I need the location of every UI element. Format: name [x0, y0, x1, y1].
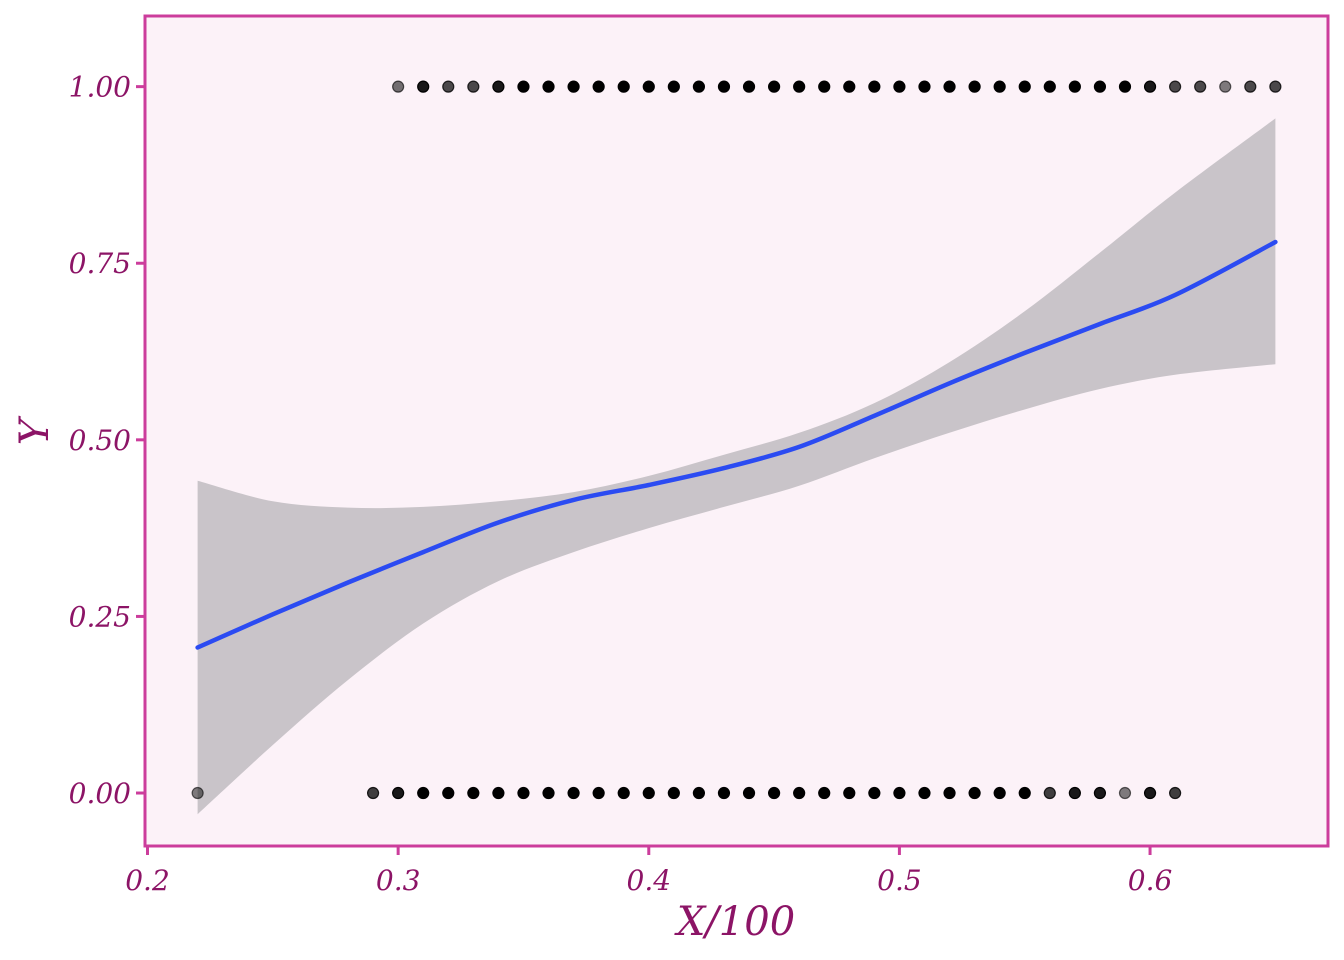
- data-point: [843, 80, 856, 93]
- data-point: [1068, 80, 1081, 93]
- data-point: [692, 786, 706, 800]
- data-point: [1018, 80, 1031, 93]
- data-point: [968, 80, 981, 93]
- data-point: [417, 80, 430, 93]
- data-point: [1093, 80, 1107, 93]
- data-point: [442, 786, 455, 800]
- y-axis: 0.00 0.25 0.50 0.75 1.00: [69, 71, 145, 810]
- fit-line-layer: [195, 239, 1278, 650]
- x-tick-label: 0.4: [627, 864, 672, 897]
- data-point: [667, 786, 680, 800]
- data-point: [592, 80, 605, 93]
- data-point: [868, 80, 881, 93]
- data-point: [868, 786, 881, 800]
- data-point: [567, 80, 580, 93]
- data-point: [417, 786, 430, 800]
- data-point: [918, 80, 931, 93]
- data-point: [517, 786, 530, 800]
- data-point: [742, 786, 756, 800]
- data-point: [918, 786, 931, 800]
- data-point: [993, 786, 1006, 800]
- data-point: [793, 786, 806, 800]
- data-point: [1169, 80, 1182, 93]
- data-point: [517, 80, 530, 93]
- data-point: [1068, 786, 1081, 800]
- data-point: [767, 786, 781, 800]
- data-point: [943, 786, 956, 800]
- data-point: [617, 80, 630, 93]
- data-point: [392, 80, 405, 93]
- x-tick-label: 0.3: [376, 864, 421, 897]
- data-point: [968, 786, 981, 800]
- plot-frame: [143, 14, 1330, 848]
- data-point: [742, 80, 756, 93]
- x-axis-title: X/100: [674, 899, 795, 945]
- x-tick-label: 0.2: [125, 864, 170, 897]
- data-point: [717, 80, 731, 93]
- data-point: [1169, 786, 1182, 800]
- y-tick-label: 0.75: [69, 247, 131, 280]
- data-point: [1143, 80, 1157, 93]
- data-point: [542, 786, 555, 800]
- x-tick-label: 0.5: [877, 864, 922, 897]
- data-point: [717, 786, 731, 800]
- data-point: [1143, 786, 1157, 800]
- data-point: [1269, 80, 1282, 93]
- data-point: [993, 80, 1006, 93]
- data-point: [1118, 80, 1132, 93]
- data-point: [893, 80, 906, 93]
- data-point: [1219, 80, 1232, 93]
- data-point: [467, 80, 480, 93]
- x-axis: 0.2 0.3 0.4 0.5 0.6: [125, 846, 1172, 897]
- data-point: [366, 786, 380, 800]
- y-tick-label: 0.50: [69, 424, 131, 457]
- data-point: [542, 80, 555, 93]
- data-point: [1194, 80, 1207, 93]
- points-layer: [191, 80, 1282, 800]
- data-point: [1018, 786, 1031, 800]
- data-point: [592, 786, 605, 800]
- data-point: [1043, 80, 1056, 93]
- data-point: [843, 786, 856, 800]
- y-tick-label: 0.25: [69, 600, 131, 633]
- data-point: [667, 80, 680, 93]
- data-point: [642, 786, 655, 800]
- plot-panel: [145, 16, 1328, 846]
- data-point: [392, 786, 405, 800]
- data-point: [442, 80, 455, 93]
- data-point: [1244, 80, 1257, 93]
- data-point: [1093, 786, 1107, 800]
- y-tick-label: 0.00: [69, 777, 131, 810]
- data-point: [1043, 786, 1056, 800]
- data-point: [893, 786, 906, 800]
- data-point: [191, 786, 204, 800]
- x-tick-label: 0.6: [1128, 864, 1173, 897]
- data-point: [692, 80, 706, 93]
- data-point: [642, 80, 655, 93]
- y-axis-title: Y: [12, 415, 58, 445]
- data-point: [767, 80, 781, 93]
- data-point: [492, 80, 505, 93]
- data-point: [492, 786, 505, 800]
- data-point: [793, 80, 806, 93]
- y-tick-label: 1.00: [69, 71, 131, 104]
- data-point: [818, 786, 831, 800]
- data-point: [467, 786, 480, 800]
- fit-line: [195, 239, 1278, 650]
- data-point: [943, 80, 956, 93]
- data-point: [1118, 786, 1132, 800]
- data-point: [617, 786, 630, 800]
- data-point: [567, 786, 580, 800]
- data-point: [818, 80, 831, 93]
